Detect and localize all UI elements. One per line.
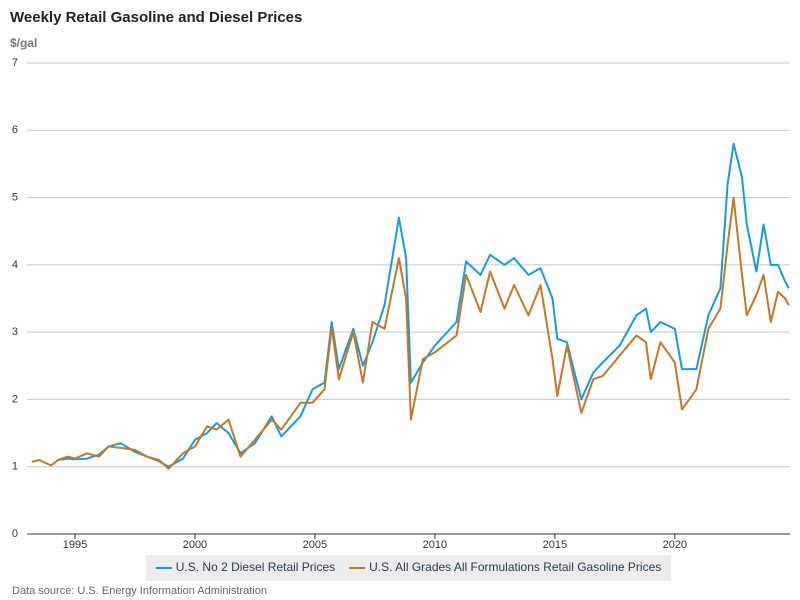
- x-tick-label: 1995: [63, 539, 87, 551]
- source-note: Data source: U.S. Energy Information Adm…: [12, 585, 267, 597]
- y-tick-label: 0: [12, 528, 18, 540]
- series-line: [58, 142, 790, 468]
- x-tick-label: 2015: [543, 539, 567, 551]
- y-tick-label: 6: [12, 124, 18, 136]
- y-tick-label: 4: [12, 259, 18, 271]
- y-tick-label: 7: [12, 57, 18, 69]
- y-tick-label: 1: [12, 461, 18, 473]
- y-tick-label: 2: [12, 393, 18, 405]
- y-tick-label: 3: [12, 326, 18, 338]
- y-unit-label: $/gal: [10, 36, 37, 50]
- legend-box: [145, 555, 672, 581]
- legend-label: U.S. No 2 Diesel Retail Prices: [176, 560, 335, 574]
- x-tick-label: 2010: [423, 539, 447, 551]
- x-tick-label: 2000: [183, 539, 207, 551]
- x-tick-label: 2020: [663, 539, 687, 551]
- x-tick-label: 2005: [303, 539, 327, 551]
- legend: U.S. No 2 Diesel Retail Prices U.S. All G…: [145, 555, 672, 581]
- legend-label: U.S. All Grades All Formulations Retail …: [369, 560, 661, 574]
- y-tick-label: 5: [12, 191, 18, 203]
- chart-title: Weekly Retail Gasoline and Diesel Prices: [10, 9, 302, 26]
- series-line: [31, 196, 790, 470]
